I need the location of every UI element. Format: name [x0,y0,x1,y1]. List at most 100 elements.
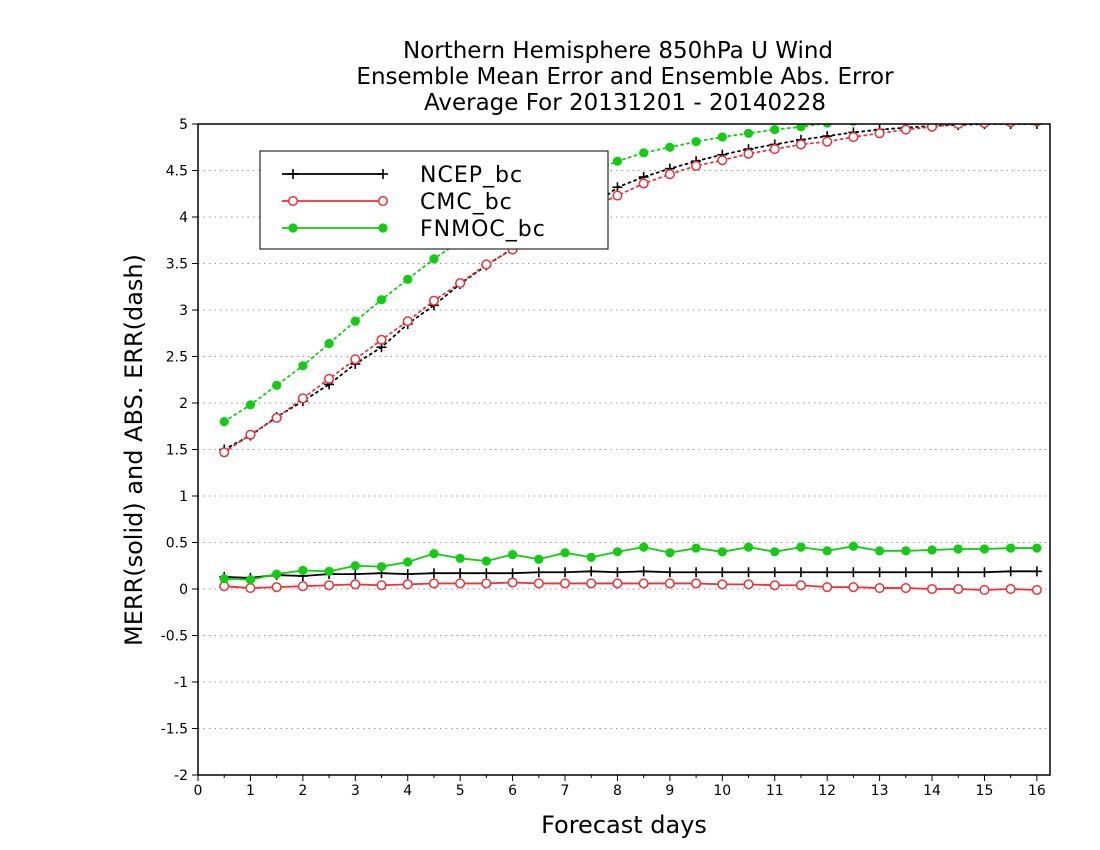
cmc-bc-merr-point [848,582,859,593]
fnmoc-bc-abs-err-point [691,137,701,147]
fnmoc-bc-merr-point [822,546,832,556]
ncep-bc-merr-point [638,566,649,577]
cmc-bc-merr-point [507,577,518,588]
ncep-bc-merr-point [822,567,833,578]
fnmoc-bc-abs-err-point [743,128,754,138]
x-tick-label: 5 [456,783,465,799]
ncep-bc-merr-point [691,567,702,578]
cmc-bc-merr-point [638,578,649,589]
cmc-bc-abs-err-point [953,124,964,130]
x-tick-label: 13 [871,783,889,799]
fnmoc-bc-abs-err-point [770,124,780,135]
fnmoc-bc-abs-err-point [665,142,675,152]
cmc-bc-abs-err-point [245,429,256,440]
y-tick-label: 2 [179,396,188,412]
x-axis-label: Forecast days [541,811,707,839]
cmc-bc-abs-err-point [848,131,859,143]
cmc-bc-abs-err-point [1005,124,1016,128]
x-tick-label: 14 [923,783,941,799]
cmc-bc-merr-point [402,579,413,590]
cmc-bc-abs-err-point [769,144,780,155]
fnmoc-bc-merr-point [350,561,360,571]
ncep-bc-abs-err-point [1031,124,1042,129]
fnmoc-bc-abs-err-point [901,112,910,121]
cmc-bc-merr-point [297,581,308,592]
cmc-bc-abs-err-point [900,124,911,135]
ncep-bc-merr-point [927,567,938,578]
cmc-bc-abs-err-point [297,393,308,404]
cmc-bc-abs-err-point [979,124,990,129]
fnmoc-bc-merr-point [691,543,701,553]
legend-marker-cmc-bc [287,195,299,207]
fnmoc-bc-abs-err-point [717,132,727,142]
cmc-bc-abs-err-point [638,178,649,189]
x-tick-label: 7 [561,783,570,799]
legend-label-cmc-bc: CMC_bc [420,190,513,215]
x-tick-label: 4 [403,783,412,799]
cmc-bc-abs-err-point [664,169,675,180]
cmc-bc-merr-point [874,583,885,594]
legend-marker-fnmoc-bc [288,223,298,233]
x-tick-label: 12 [818,783,836,799]
ncep-bc-merr-point [769,567,780,578]
x-tick-label: 3 [351,783,360,799]
fnmoc-bc-merr-point [770,547,780,557]
cmc-bc-merr-point [691,578,702,589]
fnmoc-bc-merr-point [848,541,858,551]
y-tick-label: -0.5 [161,629,188,645]
y-tick-label: 1.5 [166,443,188,459]
cmc-bc-abs-err-point [350,354,361,365]
y-tick-label: 4.5 [166,164,188,180]
cmc-bc-merr-point [743,579,754,590]
cmc-bc-merr-point [350,579,361,590]
ncep-bc-merr-point [848,567,859,578]
x-tick-label: 9 [665,783,674,799]
cmc-bc-abs-err-point [428,295,439,306]
cmc-bc-merr-point [795,580,807,591]
cmc-bc-merr-point [769,580,780,591]
cmc-bc-abs-err-point [376,334,387,345]
fnmoc-bc-merr-point [1006,543,1016,553]
ncep-bc-merr-point [874,567,885,578]
fnmoc-bc-merr-point [901,546,911,556]
x-tick-label: 0 [194,783,203,799]
fnmoc-bc-merr-point [1032,543,1042,553]
ncep-bc-merr-point [717,567,728,578]
fnmoc-bc-abs-err-point [219,417,229,427]
cmc-bc-merr-point [376,580,387,591]
x-tick-label: 2 [298,783,307,799]
fnmoc-bc-abs-err-point [796,124,806,132]
plot-area [219,106,1042,595]
ncep-bc-merr-line [224,570,1037,579]
fnmoc-bc-merr-point [324,566,334,576]
ncep-bc-merr-point [979,567,990,578]
fnmoc-bc-merr-point [534,554,544,564]
fnmoc-bc-merr-point [481,556,491,566]
ncep-bc-merr-point [612,567,623,578]
cmc-bc-abs-err-point [743,148,754,159]
fnmoc-bc-merr-point [455,553,465,563]
cmc-bc-abs-err-point [402,316,413,327]
fnmoc-bc-merr-point [717,547,727,557]
fnmoc-bc-abs-err-point [980,107,989,116]
gridlines [198,170,1050,729]
fnmoc-bc-merr-point [376,562,387,572]
y-tick-label: 1 [179,489,188,505]
fnmoc-bc-merr-point [743,542,754,552]
ncep-bc-merr-point [586,566,597,577]
fnmoc-bc-merr-point [665,548,675,558]
fnmoc-bc-merr-point [245,575,256,585]
fnmoc-bc-merr-point [298,565,308,576]
fnmoc-bc-abs-err-point [324,338,334,349]
fnmoc-bc-merr-point [639,542,649,552]
fnmoc-bc-merr-point [796,542,806,552]
ncep-bc-merr-point [455,568,466,579]
fnmoc-bc-abs-err-point [1006,106,1015,115]
ncep-bc-merr-point [953,567,964,578]
cmc-bc-merr-point [559,578,571,589]
y-tick-label: 3 [179,303,188,319]
x-tick-label: 8 [613,783,622,799]
cmc-bc-merr-point [428,578,439,589]
ncep-bc-abs-err-point [1005,124,1016,129]
cmc-bc-abs-err-point [717,155,728,166]
